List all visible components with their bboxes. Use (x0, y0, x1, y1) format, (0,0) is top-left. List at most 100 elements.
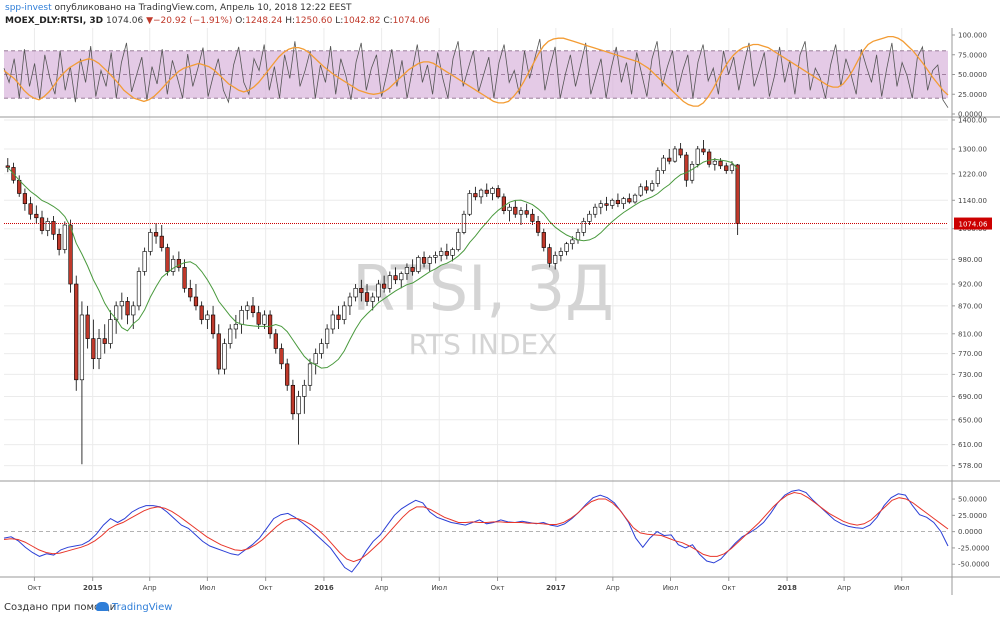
price-tick-label: 1400.00 (958, 117, 987, 125)
candle-body (199, 305, 204, 320)
time-tick-label: 2017 (546, 584, 566, 592)
candle-body (399, 273, 404, 281)
watermark: RTSI, 3Д RTS INDEX (352, 252, 613, 361)
candle-body (473, 193, 478, 198)
candle-body (57, 233, 62, 250)
candle-body (125, 301, 130, 316)
candle-body (644, 186, 649, 191)
footer: Создано при помощи TradingView (0, 598, 1000, 621)
price-tick-label: 1140.00 (958, 197, 987, 205)
candle-body (627, 198, 632, 203)
candle-body (416, 257, 421, 272)
candle-body (171, 259, 176, 272)
candle-body (410, 267, 415, 272)
watermark-subtitle: RTS INDEX (409, 328, 558, 361)
candle-body (632, 194, 638, 203)
candle-body (273, 333, 278, 349)
candle-body (655, 170, 660, 184)
high-value: 1250.60 (295, 16, 333, 26)
candle-body (541, 232, 546, 248)
open-value: 1248.24 (245, 16, 283, 26)
tradingview-logo[interactable]: TradingView (96, 602, 172, 613)
candle-body (421, 257, 427, 264)
candle-body (210, 314, 216, 335)
candle-body (279, 348, 284, 365)
price-panel (4, 140, 948, 465)
stoch-d-line (3, 35, 949, 107)
tradingview-icon (96, 602, 109, 611)
time-tick-label: Апр (375, 584, 389, 592)
candle-body (547, 247, 552, 264)
candle-body (695, 148, 700, 165)
candle-body (22, 193, 28, 205)
candle-body (216, 333, 221, 370)
last-price-badge (954, 217, 992, 230)
candle-body (336, 314, 341, 320)
candle-body (239, 310, 244, 325)
candle-body (370, 296, 375, 302)
price-tick-label: 810.00 (958, 330, 983, 338)
time-tick-label: Июл (663, 584, 679, 592)
candle-body (364, 292, 370, 302)
osc-tick-label: -25.0000 (958, 544, 989, 552)
candle-body (450, 249, 455, 256)
candle-body (558, 251, 563, 256)
last-price: 1074.06 (106, 16, 144, 26)
candle-body (342, 305, 347, 320)
time-tick-label: Окт (27, 584, 41, 592)
candle-body (678, 148, 683, 156)
time-tick-label: 2016 (314, 584, 334, 592)
candle-body (484, 189, 489, 194)
candle-body (439, 251, 444, 256)
time-tick-label: Окт (491, 584, 505, 592)
open-label: O: (235, 16, 246, 26)
candle-body (85, 314, 90, 339)
stoch-tick-label: 0.0000 (958, 111, 983, 119)
author-link[interactable]: spp-invest (5, 3, 52, 13)
candle-body (575, 232, 581, 241)
candle-body (518, 210, 524, 215)
price-tick-label: 920.00 (958, 281, 983, 289)
stoch-tick-label: 75.0000 (958, 51, 987, 59)
candle-body (165, 247, 170, 272)
candle-body (182, 267, 187, 289)
candle-body (307, 363, 313, 386)
candle-body (102, 338, 107, 344)
candle-body (621, 198, 626, 205)
candle-body (490, 188, 495, 194)
candle-body (136, 271, 142, 307)
candle-body (176, 259, 181, 268)
price-change: −20.92 (−1.91%) (153, 16, 233, 26)
candle-body (513, 206, 518, 215)
candle-body (148, 232, 153, 252)
candle-body (718, 160, 723, 167)
price-tick-label: 650.00 (958, 416, 983, 424)
candle-body (724, 165, 729, 171)
last-price-label: 1074.06 (959, 221, 988, 229)
candle-body (222, 343, 227, 370)
time-tick-label: Апр (837, 584, 851, 592)
symbol-line: MOEX_DLY:RTSI, 3D 1074.06 ▼−20.92 (−1.91… (5, 16, 430, 27)
candle-body (5, 165, 10, 168)
chart-area[interactable]: RTSI, 3Д RTS INDEX 100.000 75.0000 50.0000… (0, 28, 1000, 595)
time-tick-label: Июл (431, 584, 447, 592)
candle-body (387, 275, 392, 289)
price-tick-label: 1300.00 (958, 145, 987, 153)
published-text: опубликовано на TradingView.com, Апрель … (54, 3, 352, 13)
candle-body (96, 338, 102, 359)
symbol-name[interactable]: MOEX_DLY:RTSI, 3D (5, 16, 104, 26)
low-value: 1042.82 (343, 16, 381, 26)
price-tick-label: 578.00 (958, 462, 983, 470)
candle-body (347, 296, 353, 307)
axes: 100.00075.000050.000025.00000.00001400.0… (0, 28, 1000, 595)
close-label: C: (383, 16, 393, 26)
created-with-text: Создано при помощи (4, 602, 117, 613)
stoch-tick-label: 100.000 (958, 32, 987, 40)
grid-lines (4, 28, 948, 577)
publish-line: spp-invest опубликовано на TradingView.c… (5, 3, 352, 14)
time-tick-label: 2018 (777, 584, 797, 592)
candle-body (290, 384, 296, 415)
candle-body (535, 221, 541, 233)
candle-body (553, 255, 558, 264)
candle-body (478, 189, 484, 198)
